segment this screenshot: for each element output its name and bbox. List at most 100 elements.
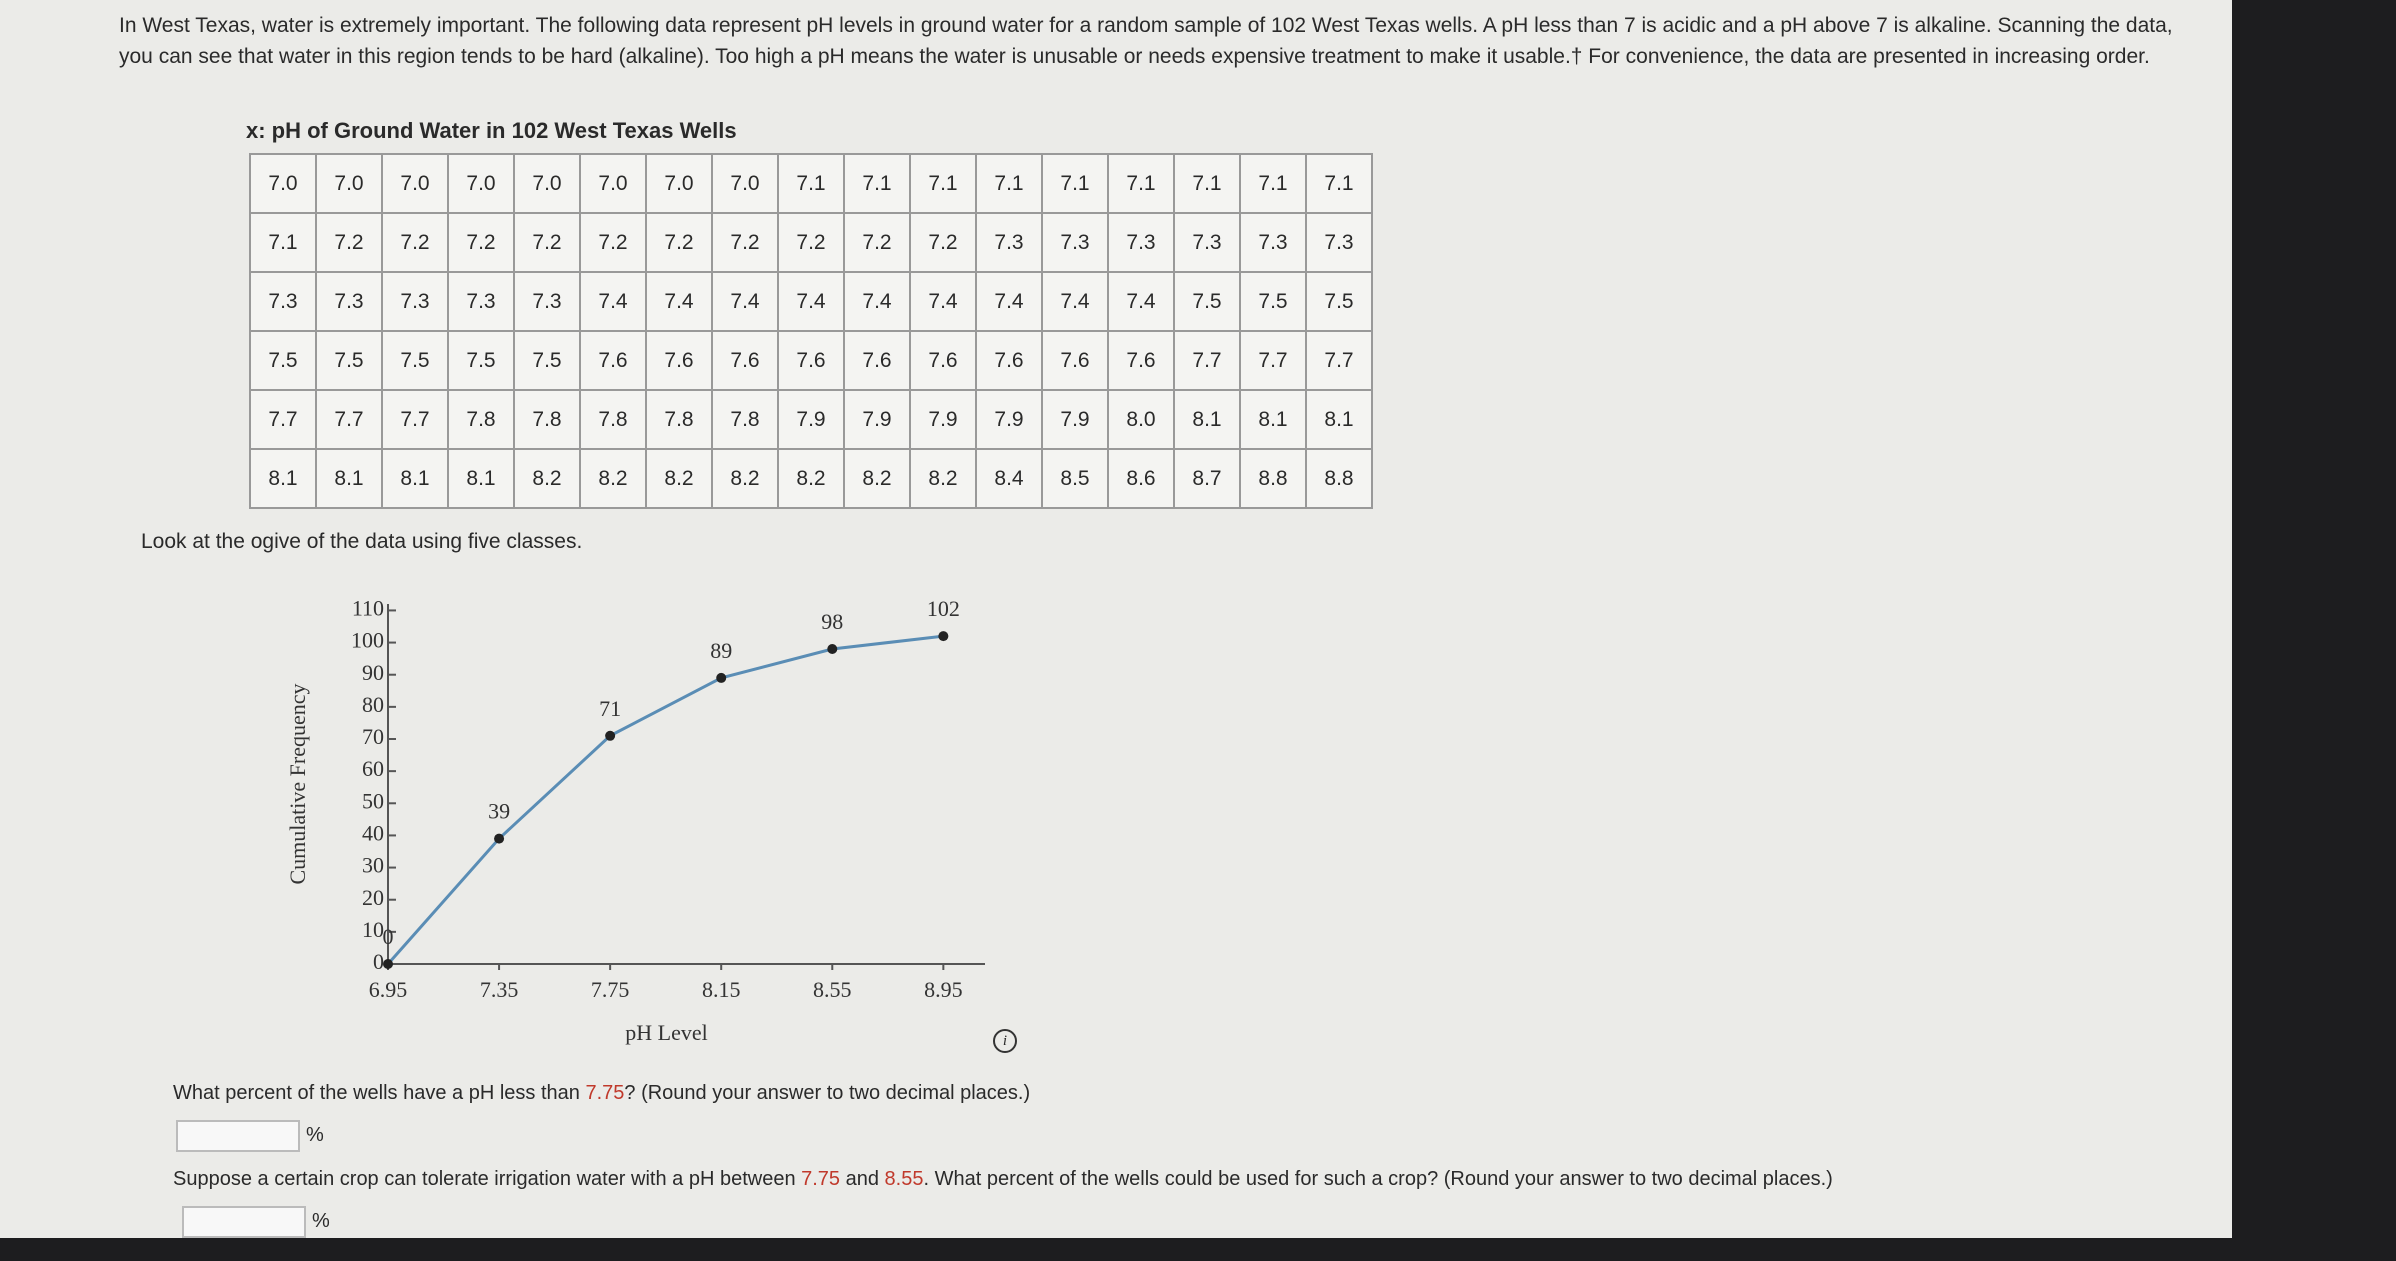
data-point (716, 672, 727, 683)
table-cell: 7.6 (975, 330, 1043, 391)
data-label: 39 (488, 799, 510, 824)
table-cell: 7.5 (513, 330, 581, 391)
table-cell: 7.5 (381, 330, 449, 391)
data-label: 102 (927, 596, 960, 621)
table-cell: 7.2 (513, 212, 581, 273)
table-cell: 7.9 (777, 389, 845, 450)
table-cell: 7.6 (1041, 330, 1109, 391)
table-cell: 7.2 (315, 212, 383, 273)
table-row: 7.5 7.5 7.5 7.5 7.5 7.6 7.6 7.6 7.6 7.6 7.6 7.6 7.6 7… (249, 330, 1373, 391)
table-cell: 7.4 (843, 271, 911, 332)
data-label: 0 (383, 924, 394, 949)
data-point (494, 833, 505, 844)
table-cell: 7.8 (579, 389, 647, 450)
table-cell: 7.5 (249, 330, 317, 391)
x-axis-label: pH Level (625, 1020, 707, 1045)
table-cell: 7.3 (1041, 212, 1109, 273)
table-cell: 8.8 (1305, 448, 1373, 509)
table-cell: 7.3 (447, 271, 515, 332)
table-cell: 7.4 (975, 271, 1043, 332)
table-cell: 8.2 (513, 448, 581, 509)
table-cell: 7.6 (777, 330, 845, 391)
table-cell: 7.4 (645, 271, 713, 332)
question-text: What percent of the wells have a pH less… (173, 1082, 1030, 1105)
table-cell: 8.1 (249, 448, 317, 509)
table-cell: 7.4 (909, 271, 977, 332)
table-row: 8.1 8.1 8.1 8.1 8.2 8.2 8.2 8.2 8.2 8.2 8.2 8.4 8.5 8… (249, 448, 1373, 509)
table-cell: 7.0 (447, 153, 515, 214)
data-label: 89 (710, 638, 732, 663)
table-cell: 7.3 (1173, 212, 1241, 273)
y-tick-label: 10 (362, 917, 384, 942)
table-cell: 7.1 (777, 153, 845, 214)
data-point (605, 730, 616, 741)
y-tick-label: 0 (373, 949, 384, 974)
table-cell: 7.4 (579, 271, 647, 332)
table-cell: 7.5 (447, 330, 515, 391)
ogive-line (386, 634, 944, 965)
y-tick-label: 30 (362, 853, 384, 878)
table-cell: 7.3 (315, 271, 383, 332)
table-cell: 7.4 (777, 271, 845, 332)
table-cell: 7.3 (1305, 212, 1373, 273)
table-cell: 7.1 (249, 212, 317, 273)
table-cell: 7.1 (1041, 153, 1109, 214)
table-cell: 8.7 (1173, 448, 1241, 509)
table-cell: 7.1 (1173, 153, 1241, 214)
table-title: x: pH of Ground Water in 102 West Texas … (246, 118, 737, 143)
table-cell: 7.9 (975, 389, 1043, 450)
table-cell: 7.9 (909, 389, 977, 450)
y-tick-label: 50 (362, 788, 384, 813)
table-row: 7.3 7.3 7.3 7.3 7.3 7.4 7.4 7.4 7.4 7.4 7.4 7.4 7.4 7… (249, 271, 1373, 332)
question-part: . What percent of the wells could be use… (923, 1168, 1833, 1190)
data-label: 71 (599, 696, 621, 721)
x-tick-label: 7.75 (591, 977, 630, 1002)
table-cell: 8.1 (381, 448, 449, 509)
table-cell: 7.6 (843, 330, 911, 391)
table-cell: 8.1 (315, 448, 383, 509)
table-row: 7.1 7.2 7.2 7.2 7.2 7.2 7.2 7.2 7.2 7.2 7.2 7.3 7.3 7… (249, 212, 1373, 273)
table-cell: 7.0 (645, 153, 713, 214)
table-cell: 7.1 (1239, 153, 1307, 214)
screen-edge (0, 1238, 2232, 1261)
table-cell: 7.3 (975, 212, 1043, 273)
answer-input[interactable] (176, 1120, 300, 1152)
question-text: Suppose a certain crop can tolerate irri… (173, 1168, 1833, 1191)
table-cell: 7.0 (711, 153, 779, 214)
table-cell: 7.2 (579, 212, 647, 273)
table-cell: 7.4 (1107, 271, 1175, 332)
table-cell: 7.0 (315, 153, 383, 214)
table-cell: 7.3 (1107, 212, 1175, 273)
table-cell: 7.2 (777, 212, 845, 273)
data-label: 98 (821, 609, 843, 634)
info-icon[interactable]: i (993, 1029, 1017, 1053)
question-part: ? (Round your answer to two decimal plac… (624, 1082, 1031, 1104)
table-cell: 8.2 (711, 448, 779, 509)
table-cell: 7.3 (381, 271, 449, 332)
table-row: 7.7 7.7 7.7 7.8 7.8 7.8 7.8 7.8 7.9 7.9 7.9 7.9 7.9 8… (249, 389, 1373, 450)
question-part: Suppose a certain crop can tolerate irri… (173, 1168, 802, 1190)
data-point (827, 644, 838, 654)
table-cell: 7.6 (579, 330, 647, 391)
table-cell: 8.4 (975, 448, 1043, 509)
y-tick-label: 80 (362, 692, 384, 717)
table-cell: 7.8 (645, 389, 713, 450)
table-cell: 7.8 (447, 389, 515, 450)
table-cell: 8.1 (447, 448, 515, 509)
table-cell: 7.7 (249, 389, 317, 450)
table-cell: 7.9 (1041, 389, 1109, 450)
table-cell: 8.6 (1107, 448, 1175, 509)
question-part: What percent of the wells have a pH less… (173, 1082, 586, 1104)
table-cell: 7.7 (381, 389, 449, 450)
table-cell: 7.4 (711, 271, 779, 332)
table-cell: 7.2 (381, 212, 449, 273)
table-cell: 8.1 (1305, 389, 1373, 450)
table-cell: 7.3 (1239, 212, 1307, 273)
table-cell: 7.6 (711, 330, 779, 391)
table-cell: 7.3 (513, 271, 581, 332)
y-tick-label: 70 (362, 724, 384, 749)
answer-input[interactable] (182, 1206, 306, 1238)
y-axis-label: Cumulative Frequency (285, 683, 310, 884)
